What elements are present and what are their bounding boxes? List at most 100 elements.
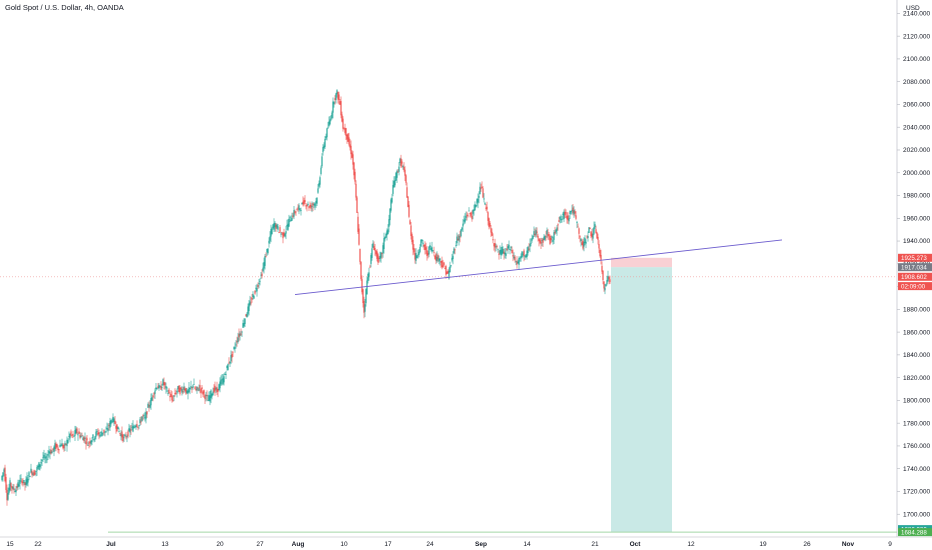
candle-body	[523, 250, 525, 257]
candle-body	[266, 248, 268, 253]
candle-body	[432, 250, 434, 252]
candle-body	[556, 227, 558, 231]
candle-body	[45, 456, 47, 459]
candle-body	[447, 270, 449, 274]
candle-body	[217, 388, 219, 392]
candle-body	[114, 420, 116, 424]
candle-body	[560, 219, 562, 221]
time-axis[interactable]: 15 22 Jul 13 20 27 Aug 10 17 24 Sep 14 21 Oct 12 19 26 No…	[6, 541, 892, 548]
candle-body	[249, 301, 251, 305]
candle-body	[287, 223, 289, 230]
price-tick-label: 2000.000	[903, 170, 930, 177]
candle-body	[148, 405, 150, 407]
candle-body	[488, 218, 490, 227]
candle-body	[154, 390, 156, 394]
candle-body	[342, 118, 344, 129]
candle-body	[367, 274, 369, 281]
currency-label[interactable]: USD	[906, 5, 920, 12]
candle-body	[426, 250, 428, 256]
candle-body	[306, 205, 308, 207]
candle-body	[87, 444, 89, 446]
price-tick-label: 1760.000	[903, 443, 930, 450]
candle-body	[360, 261, 362, 279]
candle-body	[103, 429, 105, 433]
candle-body	[438, 258, 440, 262]
candle-body	[397, 171, 399, 173]
candle-body	[210, 390, 212, 398]
candle-body	[162, 379, 164, 385]
candle-body	[344, 128, 346, 133]
candle-body	[293, 210, 295, 217]
candle-body	[574, 211, 576, 214]
candle-body	[299, 208, 301, 210]
candle-body	[176, 391, 178, 393]
candle-body	[372, 243, 374, 248]
candle-body	[303, 200, 305, 205]
candle-body	[160, 385, 162, 390]
candle-body	[496, 246, 498, 247]
take-profit-zone	[611, 267, 672, 533]
candle-body	[126, 436, 128, 438]
candle-body	[264, 256, 266, 266]
candle-body	[313, 204, 315, 206]
candle-body	[544, 235, 546, 240]
candle-body	[326, 128, 328, 138]
candle-body	[290, 219, 292, 222]
candle-body	[222, 378, 224, 384]
price-tick-label: 2080.000	[903, 79, 930, 86]
candle-body	[116, 424, 118, 432]
candle-body	[510, 246, 512, 249]
time-tick-label: Sep	[475, 541, 487, 548]
candle-body	[37, 465, 39, 468]
candle-body	[30, 468, 32, 473]
candle-body	[58, 449, 60, 451]
candle-body	[44, 457, 46, 459]
candle-body	[386, 230, 388, 236]
candle-body	[308, 206, 310, 209]
candle-body	[589, 227, 591, 229]
candle-body	[203, 390, 205, 394]
candle-body	[576, 221, 578, 224]
candle-body	[378, 258, 380, 259]
candle-body	[384, 236, 386, 240]
candle-body	[377, 254, 379, 263]
candle-body	[10, 483, 12, 487]
candle-body	[151, 397, 153, 401]
candle-body	[85, 441, 87, 445]
candle-body	[388, 219, 390, 227]
candle-body	[530, 243, 532, 244]
candle-body	[183, 386, 185, 391]
candle-body	[442, 265, 444, 268]
candle-body	[245, 314, 247, 317]
candle-body	[347, 133, 349, 142]
position-zones	[611, 257, 672, 533]
candle-body	[592, 233, 594, 239]
candle-body	[380, 252, 382, 258]
candle-body	[476, 199, 478, 204]
candle-body	[395, 172, 397, 181]
candle-body	[292, 215, 294, 217]
candle-body	[597, 236, 599, 241]
candle-body	[243, 322, 245, 327]
candle-body	[320, 167, 322, 175]
candle-body	[517, 261, 519, 264]
candle-body	[354, 171, 356, 182]
candle-body	[197, 387, 199, 389]
candle-body	[152, 395, 154, 397]
candle-body	[586, 236, 588, 238]
candle-body	[31, 471, 33, 475]
time-tick-label: 24	[426, 541, 434, 548]
candle-body	[184, 388, 186, 391]
candle-body	[596, 232, 598, 239]
candle-body	[46, 459, 48, 461]
candle-body	[458, 235, 460, 241]
candle-body	[235, 344, 237, 346]
candle-body	[286, 224, 288, 227]
candle-body	[161, 387, 163, 388]
candle-body	[321, 156, 323, 167]
candle-body	[205, 395, 207, 397]
candle-body	[502, 249, 504, 254]
candle-body	[567, 215, 569, 221]
candle-body	[429, 245, 431, 248]
